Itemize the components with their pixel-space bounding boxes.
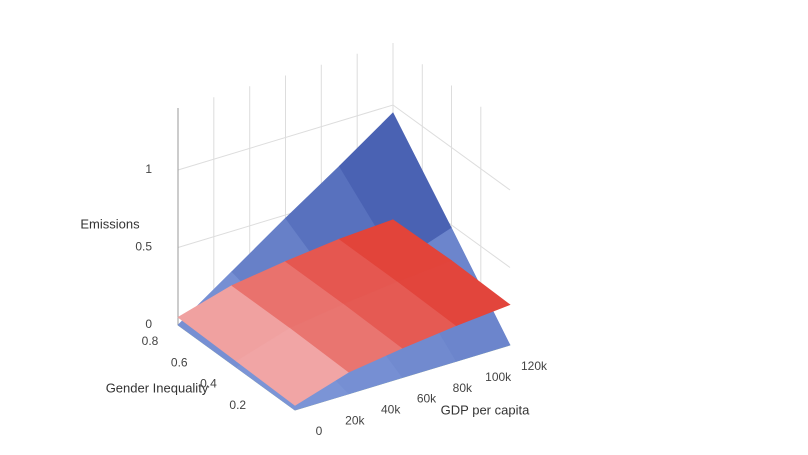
x-tick-label: 20k [345,413,365,427]
y-axis-title: Gender Inequality [106,380,209,395]
z-axis-title: Emissions [80,216,140,231]
x-tick-label: 40k [381,403,401,417]
z-tick-label: 0 [145,317,152,331]
x-tick-label: 100k [485,370,512,384]
x-tick-label: 0 [316,424,323,438]
y-tick-label: 0.4 [200,377,217,391]
y-tick-label: 0.2 [229,398,246,412]
x-tick-label: 60k [417,392,437,406]
z-tick-label: 0.5 [135,240,152,254]
y-tick-label: 0.8 [142,334,159,348]
z-tick-label: 1 [145,162,152,176]
x-tick-label: 80k [453,381,473,395]
surface-patch [397,260,511,326]
x-tick-label: 120k [521,359,548,373]
x-axis-title: GDP per capita [441,402,530,417]
y-tick-label: 0.6 [171,355,188,369]
